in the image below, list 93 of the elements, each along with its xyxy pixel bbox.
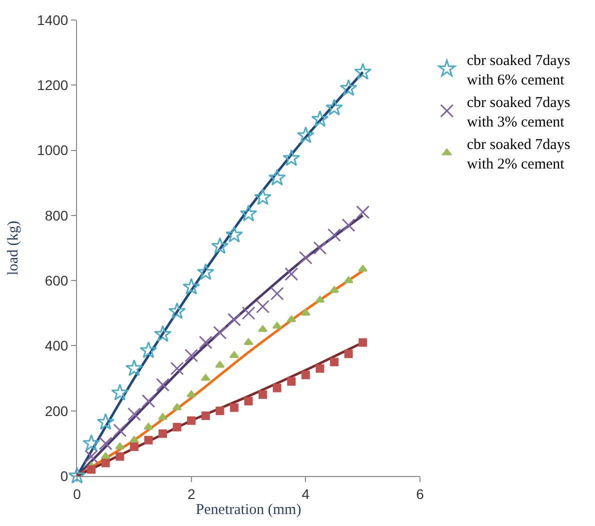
point (356, 205, 370, 219)
point (196, 263, 214, 280)
point (144, 422, 154, 430)
point (87, 465, 96, 474)
point (301, 370, 310, 380)
y-axis-title: load (kg) (5, 220, 22, 276)
point (198, 336, 212, 350)
point (358, 338, 368, 347)
point (68, 466, 86, 484)
y-tick-label: 600 (44, 272, 68, 288)
point (244, 338, 254, 345)
point (340, 79, 358, 96)
point (158, 429, 167, 438)
point (156, 378, 170, 392)
point (240, 204, 258, 222)
point (201, 411, 210, 420)
point (344, 276, 354, 284)
point (229, 351, 239, 358)
point (287, 377, 296, 386)
point (216, 406, 224, 416)
point (298, 251, 312, 265)
point (84, 450, 98, 464)
point (272, 384, 282, 392)
point (296, 126, 314, 144)
x-tick-label: 6 (416, 486, 424, 502)
point (142, 394, 156, 408)
point (144, 436, 153, 444)
point (172, 422, 182, 432)
point (130, 442, 138, 451)
point (186, 390, 196, 398)
point (100, 452, 110, 459)
point (286, 315, 296, 322)
point (358, 264, 368, 272)
point (82, 434, 100, 451)
x-axis-title: Penetration (mm) (196, 502, 302, 518)
point (242, 306, 256, 320)
point (154, 325, 172, 342)
point (96, 413, 114, 430)
point (328, 228, 341, 242)
point (187, 416, 196, 425)
point (315, 296, 325, 303)
point (111, 384, 129, 400)
y-tick-label: 400 (44, 338, 68, 354)
point (140, 341, 158, 358)
point (258, 325, 268, 332)
point (344, 350, 353, 358)
point (272, 322, 282, 329)
point (282, 149, 300, 166)
point (244, 396, 253, 406)
point (227, 312, 241, 326)
point (254, 188, 272, 206)
point (326, 98, 343, 116)
x-tick-label: 0 (73, 486, 82, 502)
point (200, 374, 210, 381)
y-tick-label: 1400 (37, 12, 68, 28)
y-tick-label: 200 (44, 402, 68, 419)
y-tick-label: 800 (44, 207, 68, 224)
point (129, 436, 139, 443)
point (354, 62, 372, 80)
point (311, 110, 329, 127)
point (170, 362, 184, 376)
x-tick-label: 4 (302, 486, 310, 502)
point (270, 286, 284, 300)
point (98, 436, 112, 450)
y-tick-label: 0 (60, 468, 68, 484)
point (230, 403, 238, 412)
legend-label: cbr soaked 7days with 2% cement (466, 136, 570, 172)
point (316, 364, 324, 373)
point (284, 267, 298, 281)
point (127, 407, 141, 421)
point (101, 458, 110, 468)
point (116, 452, 124, 461)
point (300, 308, 310, 316)
point (268, 168, 286, 186)
y-tick-label: 1200 (37, 77, 68, 94)
y-tick-label: 1000 (37, 142, 68, 158)
point (258, 390, 268, 399)
point (342, 218, 356, 232)
point (184, 348, 198, 362)
point (182, 278, 200, 295)
point (313, 241, 327, 255)
point (213, 326, 227, 340)
point (211, 237, 229, 254)
x-tick-label: 2 (187, 486, 196, 502)
point (225, 226, 243, 243)
point (115, 442, 125, 450)
point (168, 302, 186, 320)
point (256, 300, 270, 314)
point (215, 361, 225, 368)
point (330, 358, 338, 366)
point (113, 424, 127, 438)
point (125, 359, 143, 376)
point (172, 403, 182, 410)
